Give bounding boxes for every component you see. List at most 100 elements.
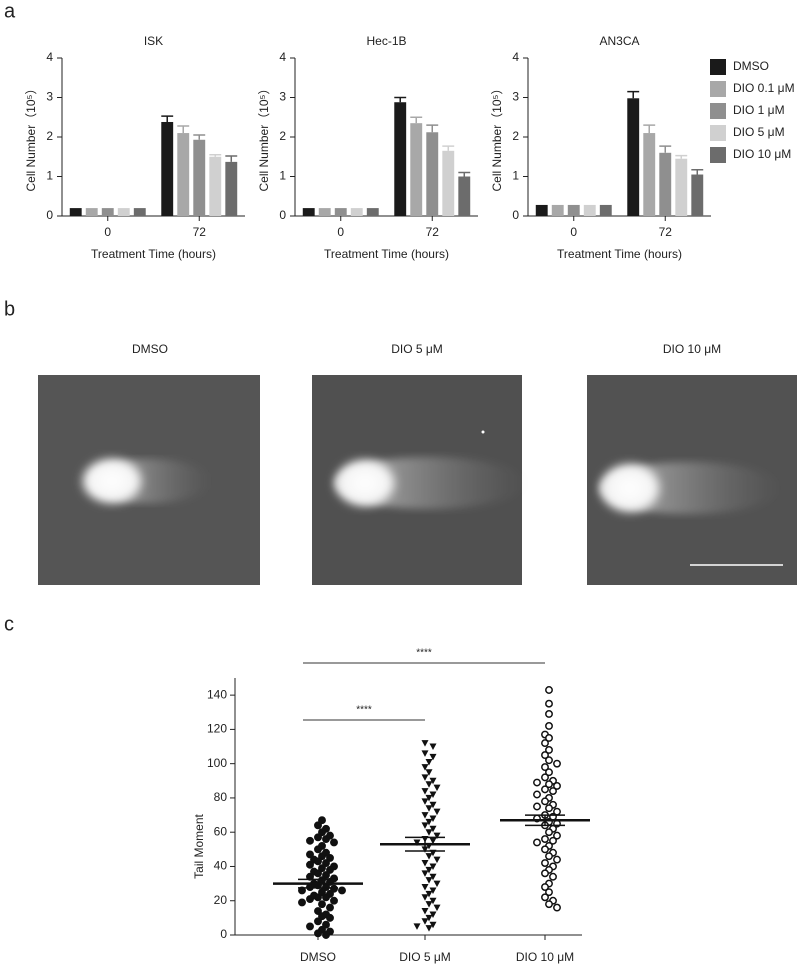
data-point <box>541 763 549 772</box>
legend-swatch <box>710 103 726 119</box>
y-tick-label: 120 <box>207 722 227 736</box>
data-point <box>314 845 322 854</box>
data-point <box>545 756 553 765</box>
x-axis-label: Treatment Time (hours) <box>324 247 449 261</box>
data-point <box>314 869 322 878</box>
data-point <box>549 872 557 881</box>
image-title: DIO 10 μM <box>663 342 721 356</box>
data-point <box>306 836 314 845</box>
data-point <box>421 822 429 829</box>
data-point <box>545 699 553 708</box>
legend-swatch <box>710 125 726 141</box>
x-tick-label: DIO 5 μM <box>399 950 451 964</box>
data-point <box>433 808 441 816</box>
data-point <box>421 788 429 795</box>
data-point <box>322 835 330 844</box>
data-point <box>429 777 437 785</box>
data-point <box>314 907 322 915</box>
data-point <box>429 921 437 929</box>
sem-bar <box>298 878 338 889</box>
data-point <box>545 828 553 837</box>
data-point <box>425 818 433 826</box>
error-bar <box>394 96 407 103</box>
bar <box>599 204 612 216</box>
y-tick-label: 0 <box>46 208 53 222</box>
data-point <box>326 903 334 912</box>
bar <box>69 208 82 216</box>
data-point <box>541 773 549 782</box>
legend-label: DIO 5 μM <box>733 125 785 139</box>
error-bar <box>193 134 206 140</box>
data-point <box>425 901 433 908</box>
y-tick-label: 1 <box>46 169 53 183</box>
legend-swatch <box>710 59 726 75</box>
data-point <box>421 750 429 757</box>
data-point <box>425 877 433 884</box>
data-point <box>413 923 421 930</box>
data-point <box>553 903 561 912</box>
error-bar <box>209 154 222 157</box>
data-point <box>429 753 437 761</box>
y-tick-label: 1 <box>279 169 286 183</box>
data-point <box>318 888 326 897</box>
data-point <box>545 710 553 718</box>
data-point <box>541 883 549 891</box>
y-tick-label: 0 <box>512 208 519 222</box>
data-point <box>541 869 549 878</box>
data-point <box>425 925 433 932</box>
legend-label: DIO 0.1 μM <box>733 81 795 95</box>
error-bar <box>442 145 455 151</box>
x-tick-label: 0 <box>337 225 344 239</box>
data-point <box>549 787 557 796</box>
data-point <box>421 764 429 771</box>
data-point <box>533 778 541 787</box>
bar <box>691 174 704 216</box>
y-tick-label: 140 <box>207 687 227 701</box>
data-point <box>306 860 314 869</box>
data-point <box>429 897 437 905</box>
bar <box>133 208 146 216</box>
y-tick-label: 2 <box>279 129 286 143</box>
bar <box>410 123 423 216</box>
data-point <box>318 912 326 921</box>
y-tick-label: 3 <box>46 90 53 104</box>
x-tick-label: 72 <box>193 225 207 239</box>
error-bar <box>458 171 471 177</box>
image-title: DMSO <box>132 342 168 356</box>
data-point <box>545 734 553 742</box>
data-point <box>326 913 334 922</box>
data-point <box>298 898 306 907</box>
data-point <box>338 886 346 895</box>
data-point <box>429 825 437 833</box>
chart-title: ISK <box>144 34 163 48</box>
data-point <box>429 911 437 918</box>
data-point <box>330 838 338 847</box>
legend-label: DMSO <box>733 59 769 73</box>
bar <box>85 208 98 216</box>
data-point <box>425 794 433 802</box>
y-tick-label: 20 <box>214 893 228 907</box>
significance-label: **** <box>416 648 432 659</box>
data-point <box>421 894 429 901</box>
error-bar <box>659 145 672 153</box>
data-point <box>425 914 433 922</box>
data-point <box>314 857 322 866</box>
legend-swatch <box>710 81 726 97</box>
data-point <box>318 852 326 861</box>
bar <box>583 204 596 216</box>
data-point <box>318 864 326 873</box>
data-point <box>421 740 429 747</box>
significance-label: **** <box>356 705 372 716</box>
y-tick-label: 4 <box>279 50 286 64</box>
x-tick-label: 72 <box>659 225 673 239</box>
data-point <box>421 774 429 781</box>
bar <box>177 133 190 216</box>
error-bar <box>675 154 688 159</box>
data-point <box>425 866 433 874</box>
data-point <box>322 920 330 929</box>
bar <box>193 139 206 216</box>
data-point <box>425 769 433 776</box>
data-point <box>314 821 322 830</box>
y-tick-label: 4 <box>46 50 53 64</box>
bar <box>101 208 114 216</box>
